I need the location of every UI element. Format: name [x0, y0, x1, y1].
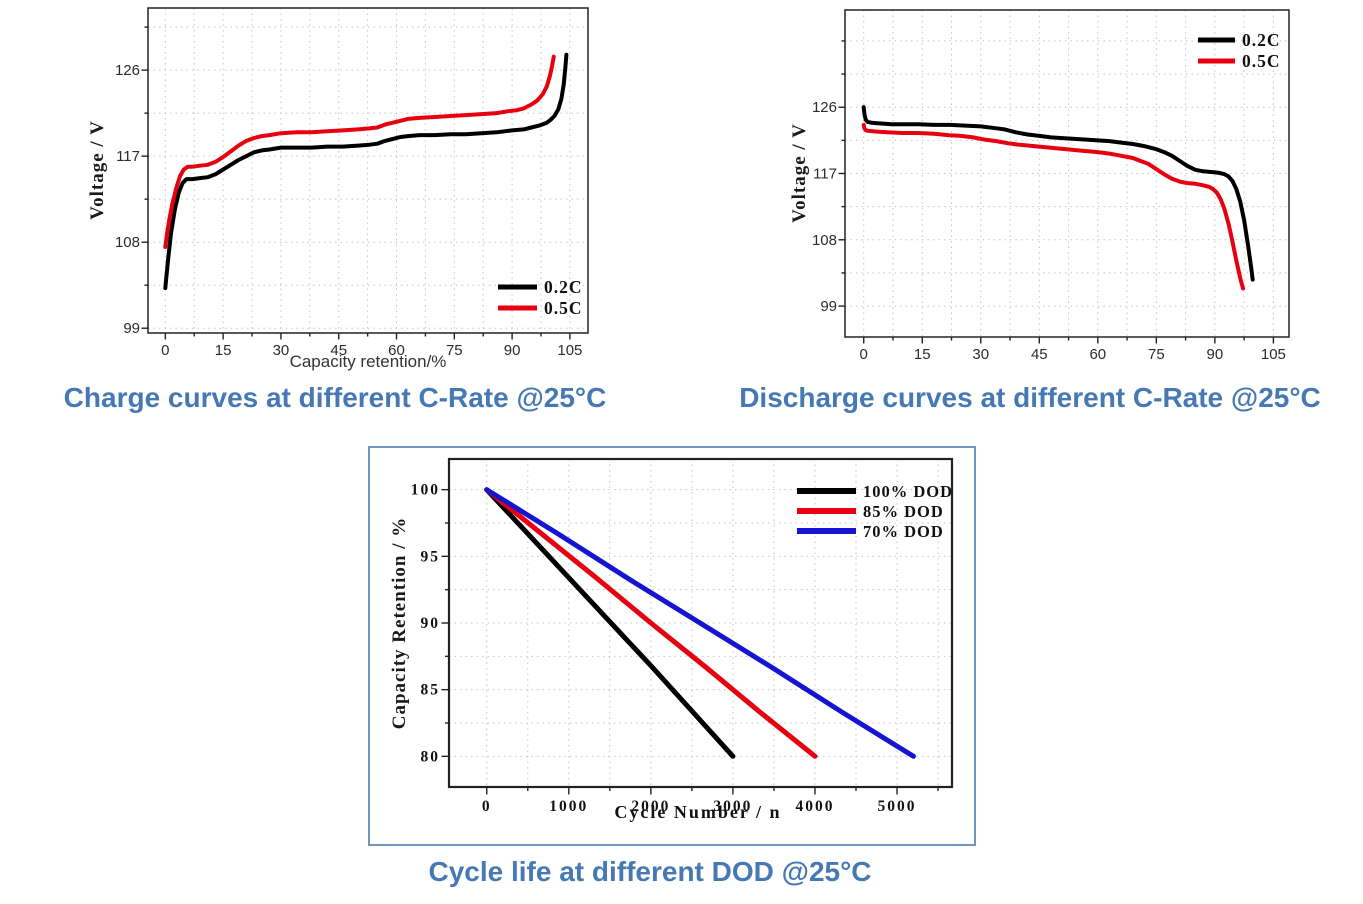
svg-text:15: 15	[215, 342, 232, 359]
charge-chart-title: Charge curves at different C-Rate @25°C	[63, 382, 607, 413]
discharge-chart-title: Discharge curves at different C-Rate @25…	[739, 382, 1321, 413]
charge-chart-svg: 0 15 30 45 60 75 90 105 99 108 117 126 0.2C0.5C	[115, 7, 589, 359]
svg-text:80: 80	[421, 748, 441, 765]
svg-text:105: 105	[1261, 346, 1286, 363]
svg-text:30: 30	[972, 346, 989, 363]
cycle-life-chart: 0 1000 2000 3000 4000 5000 80 85 90 95 100 100% DOD…	[368, 446, 976, 846]
svg-text:1000: 1000	[549, 798, 588, 815]
svg-text:0.5C: 0.5C	[544, 298, 583, 318]
svg-text:95: 95	[421, 548, 441, 565]
svg-text:60: 60	[388, 342, 405, 359]
svg-text:15: 15	[914, 346, 931, 363]
svg-text:85: 85	[421, 682, 441, 699]
charge-x-axis-label: Capacity retention/%	[289, 352, 447, 371]
svg-text:45: 45	[1031, 346, 1048, 363]
svg-text:5000: 5000	[878, 798, 917, 815]
svg-text:85% DOD: 85% DOD	[863, 502, 944, 521]
discharge-chart-svg: 0 15 30 45 60 75 90 105 99 108 117 126 0.2C0.5C	[812, 9, 1290, 363]
svg-text:60: 60	[1089, 346, 1106, 363]
svg-text:90: 90	[1207, 346, 1224, 363]
svg-text:105: 105	[557, 342, 582, 359]
cycle-y-axis-label: Capacity Retention / %	[389, 516, 410, 730]
cycle-x-axis-label: Cycle Number / n	[614, 802, 782, 822]
svg-text:75: 75	[1148, 346, 1165, 363]
svg-text:0.2C: 0.2C	[544, 277, 583, 297]
svg-text:30: 30	[273, 342, 290, 359]
svg-text:117: 117	[813, 166, 837, 183]
svg-text:0: 0	[161, 342, 169, 359]
svg-text:2000: 2000	[631, 798, 670, 815]
charge-chart: 0 15 30 45 60 75 90 105 99 108 117 126 0.2C 0.5C Volt…	[65, 0, 595, 375]
svg-text:90: 90	[504, 342, 521, 359]
cycle-life-chart-svg: 0 1000 2000 3000 4000 5000 80 85 90 95 100 100% DOD…	[411, 457, 954, 815]
discharge-y-axis-label: Voltage / V	[789, 123, 810, 223]
svg-text:117: 117	[116, 148, 140, 165]
svg-text:108: 108	[812, 232, 837, 249]
svg-text:45: 45	[330, 342, 347, 359]
svg-text:126: 126	[115, 62, 140, 79]
charge-y-axis-label: Voltage / V	[87, 120, 108, 220]
svg-text:70% DOD: 70% DOD	[863, 522, 944, 541]
cycle-life-chart-title: Cycle life at different DOD @25°C	[428, 856, 872, 887]
discharge-chart: 0 15 30 45 60 75 90 105 99 108 117 126 0.2C 0.5C Volt…	[765, 0, 1363, 375]
svg-text:126: 126	[812, 99, 837, 116]
svg-text:108: 108	[115, 234, 140, 251]
svg-text:4000: 4000	[795, 798, 834, 815]
svg-text:75: 75	[446, 342, 463, 359]
svg-text:3000: 3000	[713, 798, 752, 815]
svg-text:100% DOD: 100% DOD	[863, 482, 953, 501]
svg-text:0: 0	[860, 346, 868, 363]
svg-text:99: 99	[820, 298, 837, 315]
svg-text:0.5C: 0.5C	[1242, 51, 1281, 71]
svg-text:90: 90	[421, 615, 441, 632]
svg-text:0: 0	[482, 798, 492, 815]
svg-text:0.2C: 0.2C	[1242, 30, 1281, 50]
svg-text:100: 100	[411, 482, 440, 499]
svg-text:99: 99	[123, 320, 140, 337]
